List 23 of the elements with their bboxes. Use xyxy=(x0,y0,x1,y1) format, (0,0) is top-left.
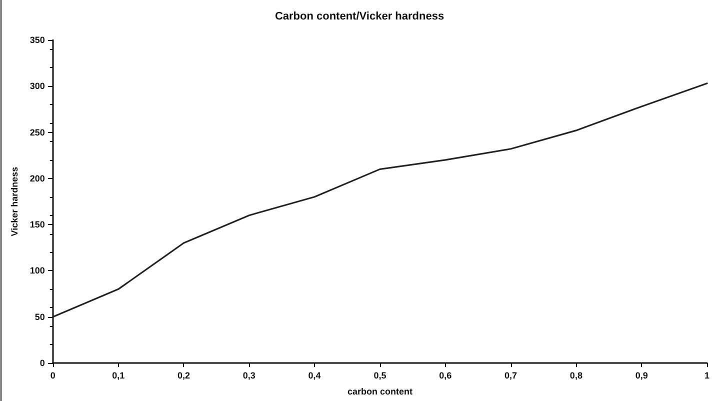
chart-title: Carbon content/Vicker hardness xyxy=(274,10,444,22)
x-tick-label: 0,2 xyxy=(177,370,190,380)
x-tick-label: 1 xyxy=(704,370,710,380)
y-tick-label: 350 xyxy=(30,35,45,45)
y-tick-label: 100 xyxy=(30,266,45,276)
y-tick-label: 150 xyxy=(30,220,45,230)
y-tick-label: 50 xyxy=(34,312,45,322)
x-tick-label: 0,5 xyxy=(374,370,386,380)
x-tick-label: 0,1 xyxy=(112,370,125,380)
x-tick-label: 0,8 xyxy=(570,370,582,380)
x-tick-label: 0,7 xyxy=(504,370,518,380)
y-tick-label: 200 xyxy=(30,173,45,184)
x-axis-title: carbon content xyxy=(347,386,412,396)
x-tick-label: 0 xyxy=(50,370,56,380)
x-tick-label: 0,6 xyxy=(439,370,452,380)
x-tick-label: 0,9 xyxy=(635,370,648,380)
x-tick-label: 0,4 xyxy=(308,370,321,380)
y-tick-label: 300 xyxy=(30,81,45,92)
y-axis-title: Vicker hardness xyxy=(10,166,20,236)
line-series xyxy=(52,82,708,318)
x-tick-label: 0,3 xyxy=(242,370,256,380)
y-tick-label: 250 xyxy=(30,127,45,138)
y-tick-label: 0 xyxy=(40,358,45,368)
